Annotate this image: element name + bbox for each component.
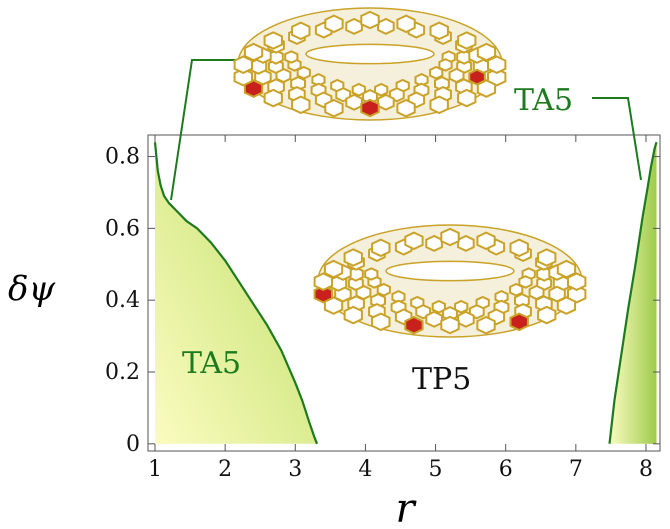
x-tick-label: 5	[429, 457, 443, 482]
x-axis-label: r	[395, 486, 417, 529]
region-boundary-2	[608, 141, 658, 444]
x-tick-label: 7	[569, 457, 583, 482]
y-tick-label: 0	[126, 432, 140, 457]
y-tick-label: 0.6	[105, 216, 140, 241]
region-fill-2	[609, 142, 657, 444]
x-tick-label: 3	[288, 457, 302, 482]
torus-ta5-illustration	[233, 7, 507, 121]
x-tick-label: 4	[358, 457, 372, 482]
y-axis-label: δψ	[8, 269, 55, 309]
y-tick-label: 0.8	[105, 145, 140, 170]
y-tick-label: 0.4	[105, 288, 140, 313]
plot-frame	[147, 134, 661, 452]
axes: 1 2 3 4 5 6 7 8 0 0.2 0.4 0.6 0.8	[105, 135, 660, 482]
region-fill-1	[155, 142, 317, 444]
ta5-label-left: TA5	[182, 346, 241, 381]
x-tick-label: 8	[639, 457, 653, 482]
callout-line-left	[170, 59, 244, 201]
phase-regions	[153, 141, 658, 445]
region-boundary-1	[153, 142, 319, 445]
x-tick-label: 2	[218, 457, 232, 482]
x-tick-label: 1	[148, 457, 162, 482]
y-tick-label: 0.2	[105, 360, 140, 385]
ta5-label-right: TA5	[514, 83, 573, 118]
torus-tp5-illustration	[313, 224, 587, 338]
callout-line-right	[592, 97, 642, 181]
x-tick-label: 6	[499, 457, 513, 482]
tp5-label: TP5	[412, 362, 471, 397]
